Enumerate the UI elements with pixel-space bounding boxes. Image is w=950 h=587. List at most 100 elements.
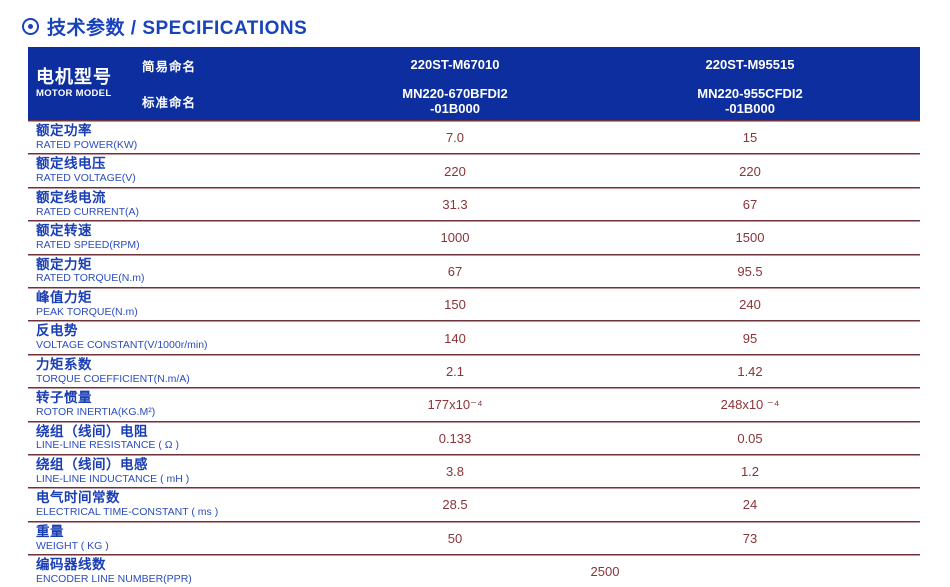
spec-name-en: WEIGHT ( KG ) <box>36 539 109 552</box>
spec-name-en: RATED VOLTAGE(V) <box>36 172 136 185</box>
spec-name-zh: 电气时间常数 <box>36 490 120 506</box>
spec-name-en: LINE-LINE INDUCTANCE ( mH ) <box>36 472 190 485</box>
spec-value-col1: 150 <box>444 297 466 313</box>
table-row: 额定转速 RATED SPEED(RPM) 1000 1500 <box>28 220 920 253</box>
spec-name-cell: 编码器线数 ENCODER LINE NUMBER(PPR) <box>28 556 310 587</box>
table-row: 电气时间常数 ELECTRICAL TIME-CONSTANT ( ms ) 2… <box>28 487 920 520</box>
table-row: 额定力矩 RATED TORQUE(N.m) 67 95.5 <box>28 253 920 287</box>
spec-name-zh: 绕组（线间）电阻 <box>36 423 148 439</box>
spec-name-zh: 绕组（线间）电感 <box>36 456 148 472</box>
table-row: 转子惯量 ROTOR INERTIA(KG.M²) 177x10⁻⁴ 248x1… <box>28 387 920 420</box>
table-row: 绕组（线间）电阻 LINE-LINE RESISTANCE ( Ω ) 0.13… <box>28 420 920 454</box>
spec-value-col1: 220 <box>444 163 466 179</box>
spec-name-en: ELECTRICAL TIME-CONSTANT ( ms ) <box>36 506 219 519</box>
spec-value-col2: 1.2 <box>740 464 760 480</box>
page-title: 技术参数 / SPECIFICATIONS <box>47 18 308 39</box>
table-row: 额定线电压 RATED VOLTAGE(V) 220 220 <box>28 153 920 186</box>
spec-name-en: RATED TORQUE(N.m) <box>36 272 145 285</box>
spec-value-span: 2500 <box>590 564 620 580</box>
table-row: 绕组（线间）电感 LINE-LINE INDUCTANCE ( mH ) 3.8… <box>28 453 920 487</box>
spec-value-col1: 50 <box>447 530 463 546</box>
spec-name-cell: 额定线电流 RATED CURRENT(A) <box>28 189 310 220</box>
spec-name-zh: 峰值力矩 <box>36 289 92 305</box>
spec-name-en: PEAK TORQUE(N.m) <box>36 305 138 318</box>
section-title: 技术参数 / SPECIFICATIONS <box>22 13 307 40</box>
spec-name-zh: 额定线电流 <box>36 189 106 205</box>
table-row: 编码器线数 ENCODER LINE NUMBER(PPR) 2500 <box>28 554 920 587</box>
spec-value-col2: 248x10 ⁻⁴ <box>720 396 780 412</box>
table-row: 额定线电流 RATED CURRENT(A) 31.3 67 <box>28 186 920 220</box>
spec-value-col2: 0.05 <box>737 430 763 446</box>
spec-name-zh: 反电势 <box>36 323 78 339</box>
spec-name-cell: 额定线电压 RATED VOLTAGE(V) <box>28 155 310 186</box>
column1-standard-name: MN220-670BFDI2 -01B000 <box>402 85 508 116</box>
spec-value-col1: 67 <box>447 263 463 279</box>
spec-name-en: LINE-LINE RESISTANCE ( Ω ) <box>36 439 180 452</box>
spec-value-col1: 140 <box>444 330 466 346</box>
motor-model-block: 电机型号 MOTOR MODEL <box>28 67 142 99</box>
spec-value-col2: 67 <box>742 196 758 212</box>
spec-name-cell: 重量 WEIGHT ( KG ) <box>28 523 310 554</box>
table-row: 力矩系数 TORQUE COEFFICIENT(N.m/A) 2.1 1.42 <box>28 353 920 387</box>
spec-name-zh: 编码器线数 <box>36 557 106 573</box>
spec-name-cell: 电气时间常数 ELECTRICAL TIME-CONSTANT ( ms ) <box>28 489 310 520</box>
spec-name-zh: 转子惯量 <box>36 390 92 406</box>
column2-standard-name: MN220-955CFDI2 -01B000 <box>697 85 803 116</box>
spec-name-cell: 绕组（线间）电感 LINE-LINE INDUCTANCE ( mH ) <box>28 456 310 487</box>
spec-name-en: TORQUE COEFFICIENT(N.m/A) <box>36 372 190 385</box>
bullet-circle-icon <box>22 18 39 35</box>
standard-name-label: 标准命名 <box>142 96 197 111</box>
table-body: 额定功率 RATED POWER(KW) 7.0 15 额定线电压 RATED … <box>28 120 920 587</box>
motor-model-en: MOTOR MODEL <box>36 87 112 99</box>
spec-value-col1: 1000 <box>440 230 470 246</box>
spec-name-en: VOLTAGE CONSTANT(V/1000r/min) <box>36 339 208 352</box>
simple-name-label: 简易命名 <box>142 59 197 74</box>
spec-value-col2: 15 <box>742 130 758 146</box>
spec-name-cell: 力矩系数 TORQUE COEFFICIENT(N.m/A) <box>28 356 310 387</box>
spec-name-zh: 额定力矩 <box>36 256 92 272</box>
spec-name-zh: 额定转速 <box>36 223 92 239</box>
spec-value-col2: 24 <box>742 497 758 513</box>
spec-value-col2: 73 <box>742 530 758 546</box>
spec-name-cell: 转子惯量 ROTOR INERTIA(KG.M²) <box>28 389 310 420</box>
spec-value-col1: 177x10⁻⁴ <box>427 396 483 412</box>
spec-value-col2: 240 <box>739 297 761 313</box>
spec-value-col2: 220 <box>739 163 761 179</box>
spec-name-cell: 额定功率 RATED POWER(KW) <box>28 122 310 153</box>
table-header: 电机型号 MOTOR MODEL 简易命名 标准命名 220ST-M67010 … <box>28 47 920 120</box>
column1-simple-name: 220ST-M67010 <box>410 56 500 72</box>
spec-value-col2: 1.42 <box>737 363 763 379</box>
spec-value-col1: 3.8 <box>445 464 465 480</box>
table-row: 额定功率 RATED POWER(KW) 7.0 15 <box>28 120 920 153</box>
spec-name-en: ENCODER LINE NUMBER(PPR) <box>36 572 192 585</box>
specifications-table: 电机型号 MOTOR MODEL 简易命名 标准命名 220ST-M67010 … <box>28 47 920 587</box>
name-type-labels: 简易命名 标准命名 <box>142 47 310 120</box>
table-row: 峰值力矩 PEAK TORQUE(N.m) 150 240 <box>28 286 920 320</box>
spec-name-zh: 额定线电压 <box>36 156 106 172</box>
spec-value-col1: 0.133 <box>438 430 472 446</box>
spec-name-en: RATED POWER(KW) <box>36 138 138 151</box>
table-row: 反电势 VOLTAGE CONSTANT(V/1000r/min) 140 95 <box>28 320 920 353</box>
spec-name-en: RATED SPEED(RPM) <box>36 239 140 252</box>
spec-name-zh: 力矩系数 <box>36 356 92 372</box>
spec-value-col2: 1500 <box>735 230 765 246</box>
spec-name-zh: 重量 <box>36 523 64 539</box>
spec-value-col1: 31.3 <box>442 196 468 212</box>
spec-value-col2: 95 <box>742 330 758 346</box>
spec-name-cell: 额定转速 RATED SPEED(RPM) <box>28 222 310 253</box>
spec-name-cell: 峰值力矩 PEAK TORQUE(N.m) <box>28 289 310 320</box>
column2-simple-name: 220ST-M95515 <box>705 56 795 72</box>
spec-value-col1: 28.5 <box>442 497 468 513</box>
spec-name-cell: 额定力矩 RATED TORQUE(N.m) <box>28 256 310 287</box>
spec-name-cell: 反电势 VOLTAGE CONSTANT(V/1000r/min) <box>28 322 310 353</box>
spec-value-col2: 95.5 <box>737 263 763 279</box>
spec-name-zh: 额定功率 <box>36 123 92 138</box>
header-motor-model-cell: 电机型号 MOTOR MODEL 简易命名 标准命名 <box>28 47 310 120</box>
spec-name-en: RATED CURRENT(A) <box>36 205 140 218</box>
spec-name-cell: 绕组（线间）电阻 LINE-LINE RESISTANCE ( Ω ) <box>28 423 310 454</box>
spec-name-en: ROTOR INERTIA(KG.M²) <box>36 405 156 418</box>
spec-value-col1: 7.0 <box>445 130 465 146</box>
motor-model-zh: 电机型号 <box>36 67 112 88</box>
spec-value-col1: 2.1 <box>445 363 465 379</box>
